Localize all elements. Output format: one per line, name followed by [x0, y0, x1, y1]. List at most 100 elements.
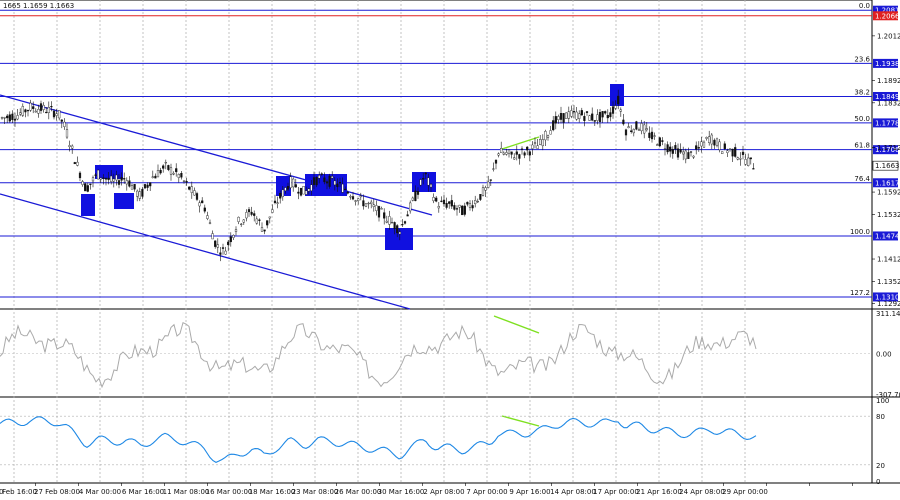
y-tick-label: 1.1352 — [877, 278, 900, 286]
candle-body — [237, 216, 240, 222]
candle-body — [211, 233, 214, 240]
candle-body — [89, 183, 92, 185]
candle-body — [741, 151, 745, 155]
fibo-level-label: 76.4 — [854, 175, 870, 183]
candle-body — [302, 186, 305, 195]
candle-body — [674, 145, 677, 150]
x-tick-label: 16 Mar 00:00 — [206, 488, 253, 496]
candle-body — [195, 193, 199, 200]
candle-body — [588, 115, 591, 121]
candle-body — [123, 178, 126, 180]
fibo-level-label: 100.0 — [850, 228, 870, 236]
divergence-line-rsi — [501, 415, 540, 427]
candle-body — [411, 197, 414, 201]
fibo-price-value: 1.1474 — [875, 232, 900, 240]
candle-body — [481, 187, 485, 196]
candle-body — [627, 126, 630, 129]
candle-body — [598, 112, 602, 122]
candle-body — [182, 180, 186, 182]
candle-body — [214, 240, 217, 247]
candle-body — [505, 152, 508, 155]
candle-body — [286, 185, 290, 190]
candle-body — [653, 135, 656, 137]
candle-body — [310, 184, 313, 191]
candle-body — [679, 149, 682, 153]
last-price-tag — [872, 160, 899, 171]
candle-body — [362, 200, 365, 207]
candle-body — [331, 176, 334, 179]
candle-body — [13, 118, 17, 121]
fibo-price-tag — [873, 178, 898, 188]
candle-body — [81, 181, 84, 185]
candle-body — [710, 134, 713, 145]
candle-body — [549, 130, 552, 135]
candle-body — [198, 202, 201, 207]
rsi-scale-label: 0 — [876, 478, 880, 486]
candle-body — [281, 189, 284, 198]
candle-body — [429, 184, 433, 188]
candle-body — [336, 183, 339, 188]
channel-upper-line — [0, 94, 433, 216]
candle-body — [669, 146, 672, 152]
candle-body — [752, 168, 755, 170]
candle-body — [276, 202, 279, 204]
candle-body — [747, 157, 750, 166]
candle-body — [559, 113, 563, 120]
candle-body — [580, 110, 583, 116]
candle-body — [52, 110, 56, 118]
candle-body — [375, 205, 378, 211]
candle-body — [671, 149, 674, 154]
candle-body — [3, 117, 6, 119]
candle-body — [453, 205, 456, 210]
candle-body — [188, 186, 191, 190]
candle-body — [591, 113, 594, 121]
candle-body — [442, 199, 446, 205]
last-price-value: 1.1663 — [875, 162, 900, 170]
candle-body — [250, 211, 253, 215]
candle-body — [151, 176, 154, 178]
candle-body — [687, 152, 690, 159]
fibo-price-value: 1.1938 — [875, 60, 900, 68]
candle-body — [513, 157, 516, 160]
descending-channel — [0, 94, 540, 427]
candle-body — [422, 178, 425, 180]
x-tick-label: 2 Apr 08:00 — [423, 488, 464, 496]
candle-body — [117, 180, 121, 185]
candle-body — [94, 174, 97, 176]
candle-body — [146, 184, 149, 188]
x-tick-label: 23 Mar 08:00 — [292, 488, 339, 496]
candle-body — [416, 190, 420, 195]
candle-body — [50, 106, 53, 108]
candle-body — [666, 144, 669, 153]
y-tick-label: 1.2012 — [877, 32, 900, 40]
candle-body — [479, 194, 482, 200]
candle-body — [648, 132, 651, 138]
candle-body — [692, 155, 695, 158]
fibo-level-label: 0.0 — [859, 2, 870, 10]
candle-body — [583, 116, 586, 122]
candle-body — [164, 162, 167, 164]
candle-body — [172, 173, 175, 175]
candle-body — [656, 144, 659, 146]
candle-body — [6, 115, 9, 119]
candle-body — [154, 175, 157, 179]
candle-body — [245, 212, 248, 219]
candle-body — [185, 181, 188, 183]
candle-body — [609, 112, 612, 118]
candle-body — [65, 129, 69, 138]
candle-body — [661, 140, 664, 142]
candle-body — [318, 175, 321, 179]
candle-body — [474, 200, 477, 204]
candle-body — [338, 181, 342, 184]
candle-body — [749, 157, 752, 160]
candle-body — [695, 145, 698, 150]
x-first-label: 0 — [0, 488, 3, 496]
fibo-price-value: 1.1706 — [875, 146, 900, 154]
candle-body — [68, 145, 71, 148]
candle-body — [11, 113, 14, 120]
candle-body — [268, 216, 271, 219]
fibo-price-value: 1.1849 — [875, 93, 900, 101]
candle-body — [650, 131, 654, 140]
candle-body — [739, 158, 742, 160]
